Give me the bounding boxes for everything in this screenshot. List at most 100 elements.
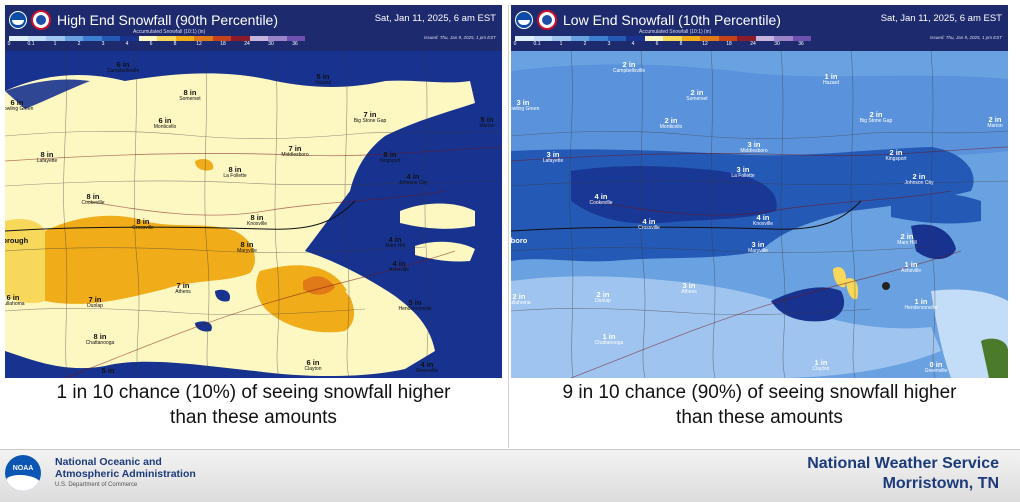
city-label: 3 in Middlesboro — [740, 141, 767, 154]
city-name: Somerset — [686, 95, 708, 102]
legend-swatch — [737, 36, 756, 41]
snow-amount: 7 in — [88, 295, 102, 304]
snow-amount: 3 in — [682, 281, 696, 290]
city-label: 2 in Kingsport — [885, 149, 906, 162]
legend-tick-label: 18 — [220, 41, 226, 47]
city-label: 0 in Greenville — [925, 361, 948, 374]
city-name: Monticello — [153, 123, 177, 130]
city-name: Greenville — [415, 367, 439, 374]
legend-swatch — [774, 36, 793, 41]
legend-tick-label: 2 — [583, 41, 587, 47]
legend-tick-label: 12 — [196, 41, 202, 47]
snow-amount: 8 in — [383, 150, 397, 159]
legend-swatch — [64, 36, 83, 41]
city-label: 5 in Marion — [479, 116, 494, 129]
city-name: Athens — [175, 288, 191, 295]
city-name: Clayton — [304, 365, 322, 372]
snowfall-legend — [515, 36, 811, 41]
legend-swatch — [570, 36, 589, 41]
legend-swatch — [231, 36, 250, 41]
snow-amount: 4 in — [392, 259, 406, 268]
city-name: Crossville — [132, 224, 154, 231]
snow-amount: 4 in — [642, 217, 656, 226]
legend-tick-label: 6 — [655, 41, 659, 47]
city-name: Asheville — [388, 266, 410, 273]
city-name: Monticello — [659, 123, 683, 130]
city-name: Asheville — [900, 267, 922, 274]
city-name: Clayton — [812, 365, 830, 372]
snow-amount: 2 in — [596, 290, 610, 299]
city-label: 2 in Mars Hill — [897, 233, 916, 246]
nws-name: National Weather Service — [807, 455, 999, 472]
legend-swatch — [663, 36, 682, 41]
city-label: 2 in Campbellsville — [613, 61, 645, 74]
city-label: 7 in Dunlap — [87, 296, 103, 309]
snow-amount: 7 in — [176, 281, 190, 290]
legend-swatch — [157, 36, 176, 41]
city-name: Middlesboro — [740, 147, 768, 154]
city-label: 1 in Clayton — [813, 359, 830, 372]
snow-amount: 5 in — [101, 366, 115, 375]
city-label: 7 in Big Stone Gap — [354, 111, 387, 124]
city-label: 2 in Dunlap — [595, 291, 611, 304]
snow-amount: borough — [5, 236, 29, 245]
legend-tick-label: 0.1 — [27, 41, 35, 47]
footer: NOAA National Oceanic and Atmospheric Ad… — [0, 449, 1020, 502]
city-label: boro — [511, 237, 527, 245]
city-label: 4 in Knoxville — [753, 214, 773, 227]
city-label: 2 in Somerset — [686, 89, 707, 102]
city-label: 7 in Middlesboro — [281, 145, 308, 158]
legend-swatch — [589, 36, 608, 41]
snow-amount: 6 in — [6, 293, 20, 302]
legend-swatch — [718, 36, 737, 41]
legend-tick-label: 1 — [559, 41, 563, 47]
legend-swatch — [9, 36, 28, 41]
legend-tick-label: 3 — [101, 41, 105, 47]
legend-tick-label: 30 — [774, 41, 780, 47]
city-label: 1 in Hazard — [823, 73, 839, 86]
nws-office: Morristown, TN — [882, 475, 999, 492]
caption-line-2: than these amounts — [170, 407, 337, 428]
snow-amount: 8 in — [86, 192, 100, 201]
city-name: Athens — [681, 288, 697, 295]
city-name: Johnson City — [398, 179, 428, 186]
caption: 9 in 10 chance (90%) of seeing snowfall … — [511, 380, 1008, 430]
caption-line-2: than these amounts — [676, 407, 843, 428]
snow-amount: 2 in — [512, 292, 526, 301]
snow-amount: 8 in — [250, 213, 264, 222]
legend-swatch — [83, 36, 102, 41]
legend-tick-label: 36 — [798, 41, 804, 47]
legend-swatch — [700, 36, 719, 41]
snow-amount: 8 in — [40, 150, 54, 159]
city-label: 4 in Cookeville — [589, 193, 612, 206]
snow-amount: 6 in — [306, 358, 320, 367]
snow-amount: 2 in — [664, 116, 678, 125]
snow-amount: 2 in — [889, 148, 903, 157]
legend-title: Accumulated Snowfall (10:1) (in) — [639, 29, 712, 35]
city-name: Bowling Green — [5, 105, 34, 112]
city-name: Big Stone Gap — [859, 117, 893, 124]
snow-amount: 4 in — [420, 360, 434, 369]
legend-swatch — [212, 36, 231, 41]
legend-tick-label: 3 — [607, 41, 611, 47]
snow-amount: 8 in — [183, 88, 197, 97]
legend-tick-label: 0 — [513, 41, 517, 47]
legend-swatch — [138, 36, 157, 41]
nws-logo-icon — [537, 10, 557, 30]
legend-swatch — [644, 36, 663, 41]
legend-tick-label: 8 — [173, 41, 177, 47]
city-label: 6 inBowling Green — [5, 99, 33, 112]
city-name: Dunlap — [87, 302, 103, 309]
city-name: Hendersonville — [904, 304, 938, 311]
legend-swatch — [681, 36, 700, 41]
snow-amount: 6 in — [10, 98, 24, 107]
legend-tick-label: 2 — [77, 41, 81, 47]
city-label: 6 in Campbellsville — [107, 61, 139, 74]
org-name-line-2: Atmospheric Administration — [55, 468, 196, 480]
map-header: Low End Snowfall (10th Percentile) Sat, … — [511, 5, 1008, 51]
valid-time: Sat, Jan 11, 2025, 6 am EST — [374, 13, 496, 24]
city-label: 8 in Lafayette — [37, 151, 58, 164]
legend-tick-label: 24 — [750, 41, 756, 47]
city-label: 2 inTullahoma — [511, 293, 531, 306]
city-name: Lafayette — [36, 157, 58, 164]
